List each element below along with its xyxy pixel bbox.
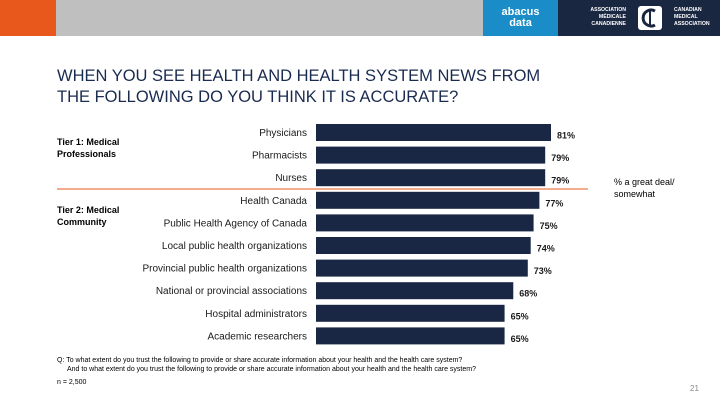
abacus-logo-line1: abacus <box>501 6 540 18</box>
cma-logo-english: CANADIAN MEDICAL ASSOCIATION <box>674 7 710 28</box>
abacus-logo-line2: data <box>509 17 532 29</box>
tier1-label: Tier 1: Medical Professionals <box>57 137 120 159</box>
data-label: 79% <box>551 153 569 163</box>
category-label: Physicians <box>259 128 307 139</box>
data-label: 74% <box>537 244 555 254</box>
bar <box>316 191 540 209</box>
category-label: Nurses <box>275 173 307 184</box>
orange-accent-block <box>0 0 56 36</box>
sample-size: n = 2,500 <box>57 379 87 386</box>
data-label: 77% <box>545 198 563 208</box>
question-line1: Q: To what extent do you trust the follo… <box>57 357 463 364</box>
data-label: 68% <box>519 289 537 299</box>
cma-en-line3: ASSOCIATION <box>674 21 710 27</box>
tier2-label: Tier 2: Medical Community <box>57 205 120 227</box>
category-label: Provincial public health organizations <box>142 264 307 275</box>
slide-title-line2: THE FOLLOWING DO YOU THINK IT IS ACCURAT… <box>57 88 459 106</box>
cma-fr-line2: MÉDICALE <box>598 14 626 20</box>
data-label: 65% <box>511 334 529 344</box>
cma-en-line2: MEDICAL <box>674 14 698 20</box>
cma-logo-french: ASSOCIATION MÉDICALE CANADIENNE <box>584 7 626 28</box>
slide-title: WHEN YOU SEE HEALTH AND HEALTH SYSTEM NE… <box>57 66 617 108</box>
category-label: Health Canada <box>240 196 307 207</box>
bar <box>316 237 531 254</box>
data-label: 75% <box>540 221 558 231</box>
cma-logo: ASSOCIATION MÉDICALE CANADIENNE CANADIAN… <box>558 0 720 36</box>
bar <box>316 259 528 277</box>
cma-emblem-icon <box>638 6 662 30</box>
bar <box>316 169 546 187</box>
bar <box>316 124 551 141</box>
bar <box>316 146 546 164</box>
question-line2: And to what extent do you trust the foll… <box>67 366 476 373</box>
category-label: Public Health Agency of Canada <box>164 218 308 229</box>
category-label: Academic researchers <box>208 331 307 342</box>
metric-note: % a great deal/ somewhat <box>614 177 675 199</box>
data-label: 65% <box>511 311 529 321</box>
category-label: Pharmacists <box>252 151 307 162</box>
bar <box>316 214 534 232</box>
data-label: 79% <box>551 176 569 186</box>
cma-fr-line1: ASSOCIATION <box>590 7 626 13</box>
data-label: 73% <box>534 266 552 276</box>
abacus-data-logo: abacus data <box>483 0 558 36</box>
category-label: National or provincial associations <box>156 286 307 297</box>
page-number: 21 <box>690 384 699 393</box>
bar-group: Physicians 81% Pharmacists 79% Nurses 79% Heal… <box>142 124 575 345</box>
bar <box>316 327 505 345</box>
bar <box>316 304 505 322</box>
data-label: 81% <box>557 131 575 141</box>
category-label: Local public health organizations <box>162 241 307 252</box>
slide-title-line1: WHEN YOU SEE HEALTH AND HEALTH SYSTEM NE… <box>57 67 541 85</box>
cma-fr-line3: CANADIENNE <box>591 21 626 27</box>
category-label: Hospital administrators <box>205 309 307 320</box>
bar <box>316 282 514 300</box>
cma-en-line1: CANADIAN <box>674 7 702 13</box>
